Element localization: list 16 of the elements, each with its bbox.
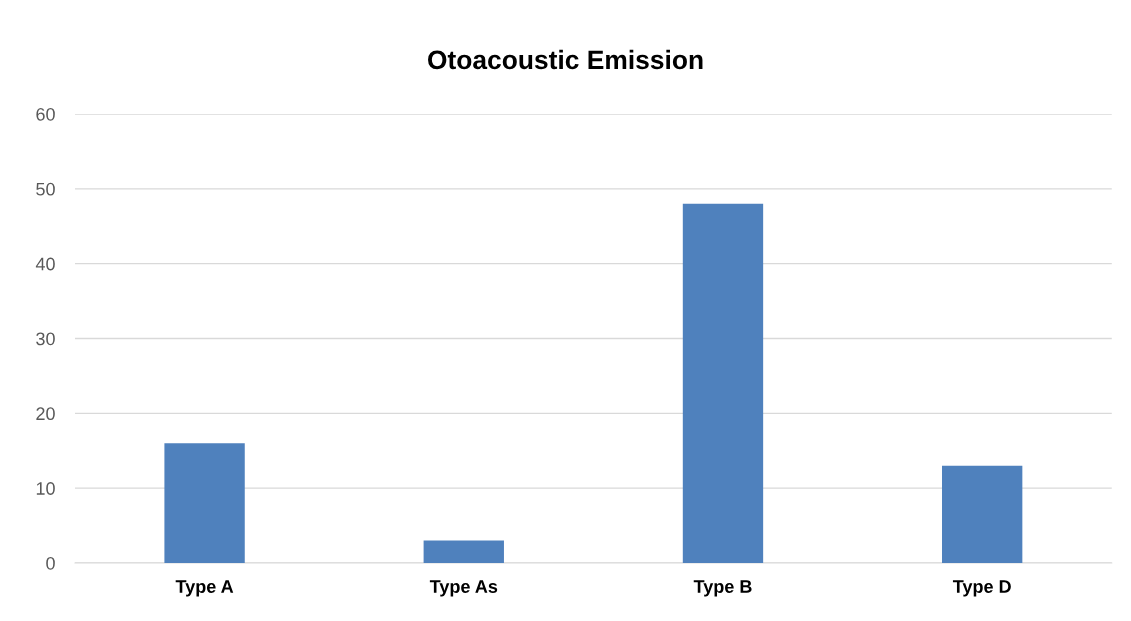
x-tick-label: Type As — [429, 580, 498, 597]
bar — [423, 540, 504, 563]
y-tick-label: 20 — [36, 407, 55, 421]
chart-title: Otoacoustic Emission — [428, 49, 703, 70]
y-tick-label: 50 — [36, 182, 55, 196]
x-tick-label: Type D — [952, 580, 1011, 597]
x-tick-label: Type A — [175, 580, 234, 597]
bar — [164, 443, 245, 563]
y-tick-label: 30 — [36, 332, 55, 346]
y-tick-label: 60 — [36, 107, 55, 121]
bar — [942, 465, 1023, 563]
bar — [682, 203, 764, 563]
y-tick-label: 10 — [36, 482, 55, 495]
y-tick-label: 0 — [46, 556, 55, 570]
y-tick-label: 40 — [35, 257, 55, 271]
x-tick-label: Type B — [693, 580, 752, 597]
